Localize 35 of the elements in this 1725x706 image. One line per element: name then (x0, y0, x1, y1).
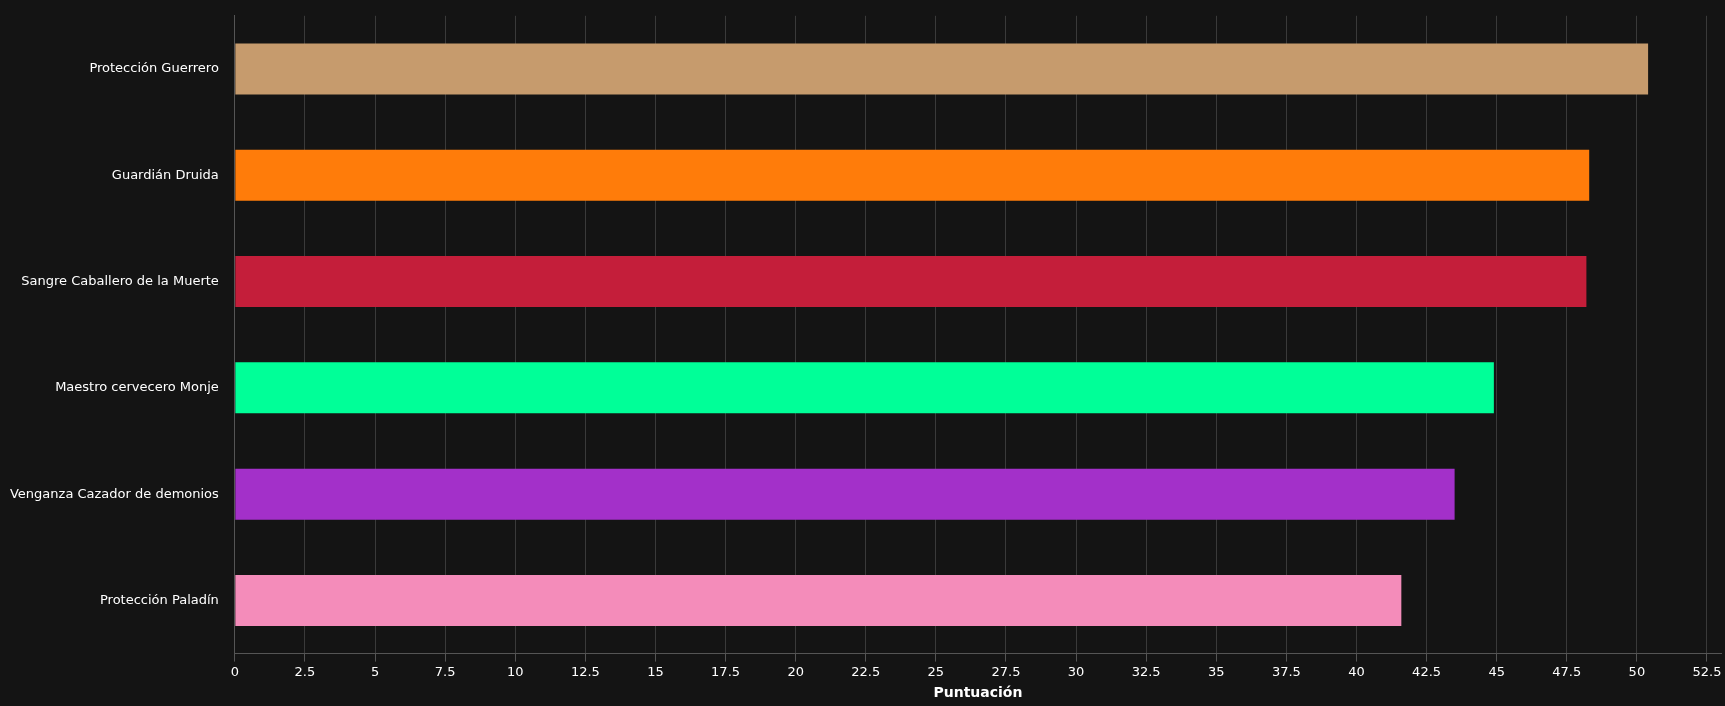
x-tick-label: 12.5 (570, 663, 600, 679)
x-tick-label: 17.5 (711, 663, 741, 679)
bar (235, 574, 1402, 626)
y-tick-label: Protección Paladín (99, 591, 219, 607)
x-tick-label: 30 (1067, 663, 1085, 679)
x-tick-label: 20 (787, 663, 804, 679)
x-tick-label: 0 (230, 663, 239, 679)
x-tick-label: 47.5 (1552, 663, 1582, 679)
bar (235, 468, 1455, 520)
x-tick-label: 27.5 (991, 663, 1021, 679)
x-tick-label: 25 (927, 663, 945, 679)
y-tick-label: Guardián Druida (111, 166, 219, 182)
x-tick-label: 32.5 (1131, 663, 1161, 679)
bar (235, 43, 1649, 95)
x-tick-label: 37.5 (1271, 663, 1301, 679)
x-tick-label: 45 (1488, 663, 1505, 679)
x-tick-label: 5 (370, 663, 380, 679)
bar (235, 362, 1494, 414)
y-tick-label: Sangre Caballero de la Muerte (21, 272, 219, 288)
x-tick-label: 2.5 (294, 663, 316, 679)
y-tick-label: Venganza Cazador de demonios (9, 485, 220, 501)
y-tick-label: Protección Guerrero (89, 60, 219, 76)
bar (235, 149, 1590, 201)
x-tick-label: 50 (1628, 663, 1646, 679)
x-tick-label: 40 (1348, 663, 1365, 679)
x-tick-label: 10 (506, 663, 524, 679)
bar (235, 256, 1587, 308)
x-axis-title: Puntuación (933, 684, 1023, 701)
x-tick-label: 42.5 (1412, 663, 1442, 679)
x-tick-label: 35 (1207, 663, 1225, 679)
y-tick-label: Maestro cervecero Monje (55, 379, 219, 395)
x-tick-label: 7.5 (434, 663, 456, 679)
x-tick-label: 22.5 (851, 663, 881, 679)
x-tick-label: 52.5 (1692, 663, 1722, 679)
x-tick-label: 15 (647, 663, 664, 679)
